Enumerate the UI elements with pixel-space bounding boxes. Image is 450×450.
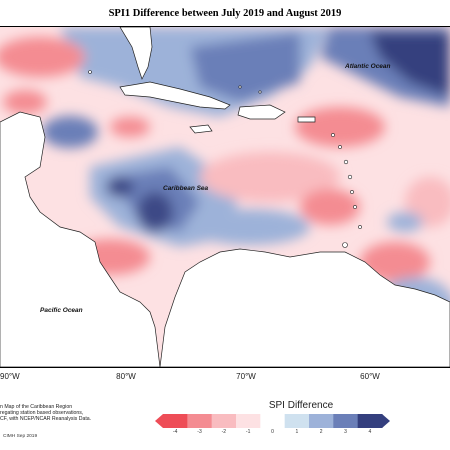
- legend-colorbar: [155, 414, 390, 428]
- legend-tick-label: -4: [172, 429, 178, 435]
- lon-label-90w: 90°W: [0, 372, 20, 381]
- spi-map-canvas: [0, 27, 450, 367]
- legend-tick-label: -3: [197, 429, 202, 435]
- footer-credit: CIMH Sep 2019: [3, 434, 38, 439]
- legend-title: SPI Difference: [268, 400, 334, 411]
- legend-cell: [309, 414, 334, 428]
- lon-label-80w: 80°W: [116, 372, 136, 381]
- credit-line-3: CF, with NCEP/NCAR Reanalysis Data.: [0, 416, 92, 422]
- map-title: SPI1 Difference between July 2019 and Au…: [108, 8, 342, 19]
- land: [0, 27, 450, 367]
- legend-tick-label: 2: [319, 429, 323, 435]
- legend-cell: [236, 414, 261, 428]
- legend-arrow-low: [155, 414, 163, 428]
- legend-tick-label: 4: [368, 429, 372, 435]
- legend-cell: [163, 414, 188, 428]
- spi-map: Atlantic Ocean Caribbean Sea Pacific Oce…: [0, 26, 450, 368]
- legend-tick-label: 0: [271, 429, 274, 435]
- caribbean-sea-label: Caribbean Sea: [163, 185, 209, 192]
- credit-line-1: n Map of the Caribbean Region: [0, 404, 73, 410]
- legend-cell: [284, 414, 310, 428]
- legend-cell: [187, 414, 213, 428]
- legend-cell: [260, 414, 286, 428]
- legend-arrow-high: [382, 414, 390, 428]
- pacific-ocean-label: Pacific Ocean: [40, 307, 83, 314]
- legend-cell: [211, 414, 237, 428]
- credit-line-2: regating station based observations,: [0, 410, 84, 416]
- legend-cell: [357, 414, 383, 428]
- legend-cell: [333, 414, 359, 428]
- lesser-antilles: [88, 70, 362, 248]
- legend-tick-label: 1: [295, 429, 299, 435]
- legend-tick-label: 3: [344, 429, 347, 435]
- lon-label-70w: 70°W: [236, 372, 256, 381]
- lon-label-60w: 60°W: [360, 372, 380, 381]
- legend-tick-label: -1: [245, 429, 251, 435]
- legend-tick-label: -2: [221, 429, 227, 435]
- atlantic-ocean-label: Atlantic Ocean: [345, 63, 391, 70]
